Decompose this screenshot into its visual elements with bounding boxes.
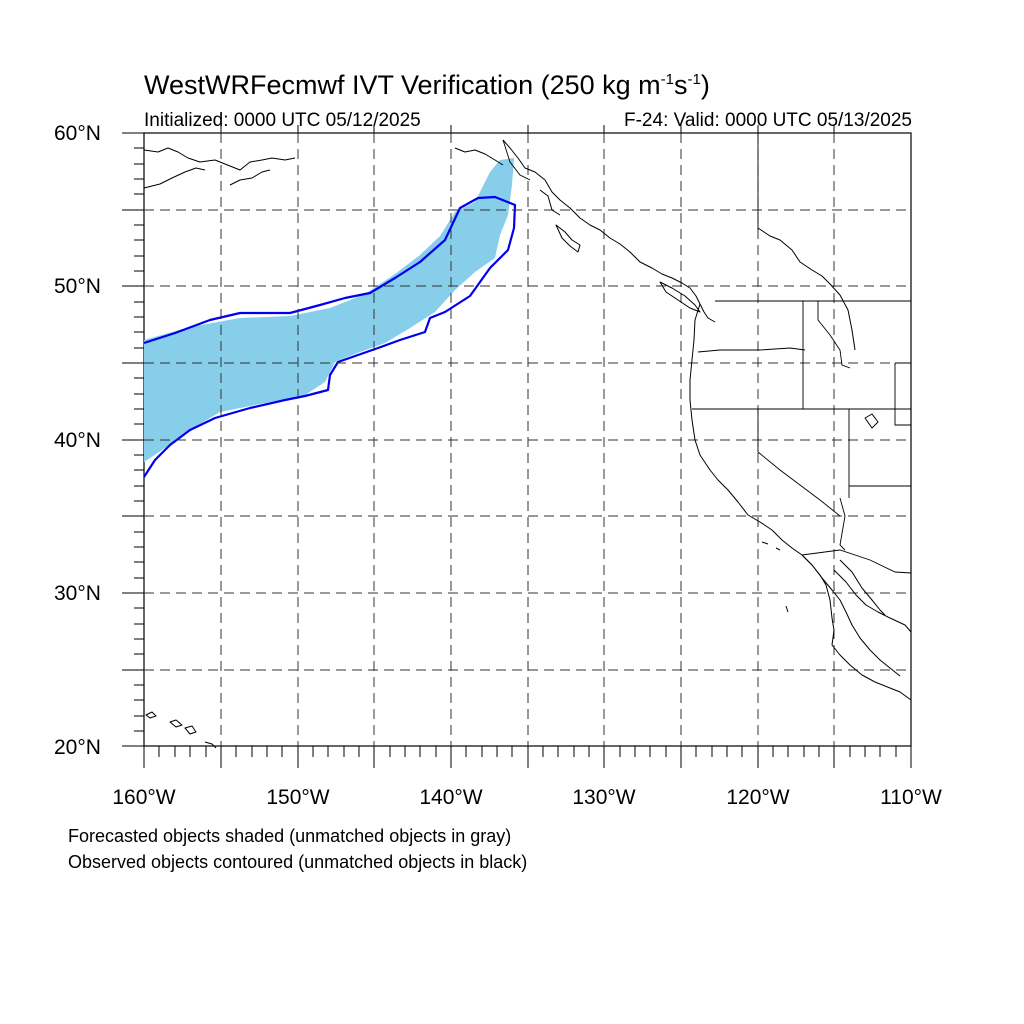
- lon-label: 140°W: [419, 786, 483, 809]
- lat-label: 30°N: [54, 582, 101, 605]
- figure-title: WestWRFecmwf IVT Verification (250 kg m-…: [144, 70, 710, 100]
- observed-object-contour: [143, 195, 517, 478]
- lon-label: 110°W: [880, 786, 942, 809]
- valid-time-label: F-24: Valid: 0000 UTC 05/13/2025: [624, 110, 912, 131]
- political-borders: [502, 133, 912, 574]
- lat-ticks: [122, 132, 144, 747]
- coastlines: [143, 139, 912, 749]
- initialized-label: Initialized: 0000 UTC 05/12/2025: [144, 110, 421, 131]
- lat-label: 60°N: [54, 122, 101, 145]
- lon-label: 130°W: [572, 786, 636, 809]
- lat-label: 40°N: [54, 429, 101, 452]
- lon-label: 160°W: [112, 786, 176, 809]
- top-ticks: [220, 125, 835, 133]
- lat-label: 50°N: [54, 275, 101, 298]
- lon-ticks: [143, 746, 912, 768]
- lat-label: 20°N: [54, 736, 101, 759]
- legend-note-observed: Observed objects contoured (unmatched ob…: [68, 852, 528, 872]
- lon-label: 150°W: [266, 786, 330, 809]
- lon-label: 120°W: [726, 786, 790, 809]
- forecast-object-shaded: [144, 158, 514, 462]
- legend-note-forecast: Forecasted objects shaded (unmatched obj…: [68, 826, 512, 846]
